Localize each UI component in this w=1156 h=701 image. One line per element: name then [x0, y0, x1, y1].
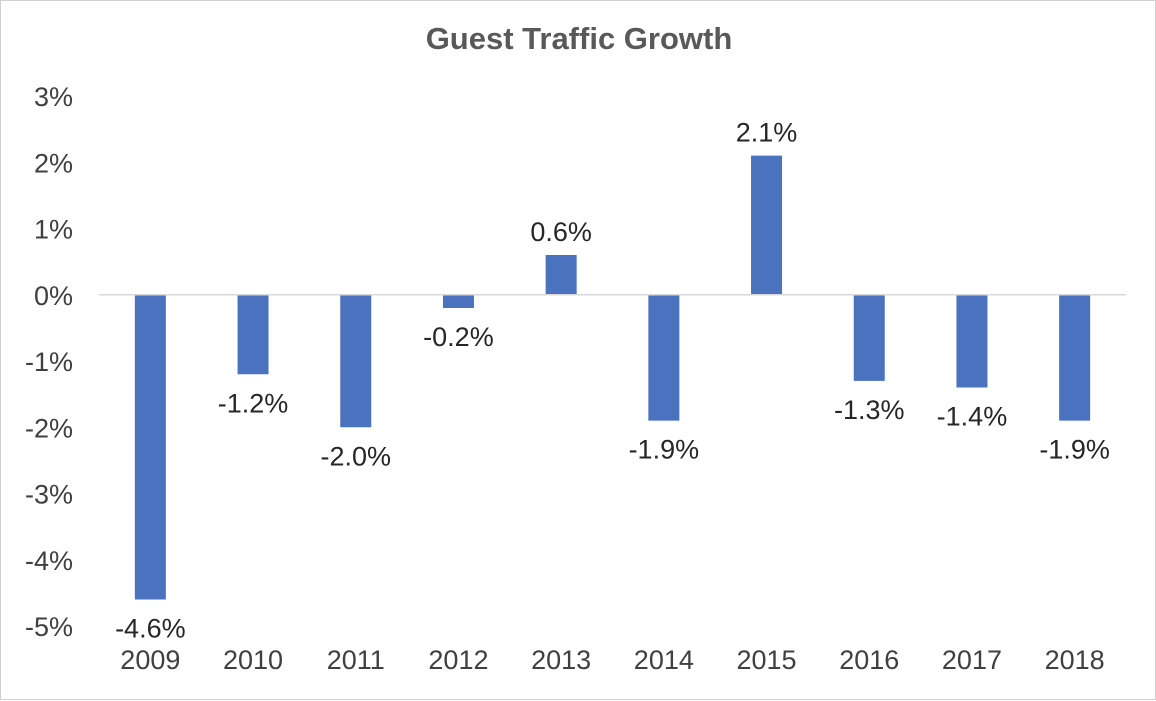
data-label-2013: 0.6% — [530, 217, 592, 247]
data-label-2009: -4.6% — [115, 614, 186, 644]
x-tick-label: 2010 — [223, 645, 283, 675]
y-tick-label: 0% — [34, 281, 73, 311]
bar-2009 — [134, 294, 166, 600]
data-label-2012: -0.2% — [423, 322, 494, 352]
data-label-2018: -1.9% — [1039, 435, 1110, 465]
x-tick-label: 2018 — [1045, 645, 1105, 675]
y-tick-label: 1% — [34, 215, 73, 245]
bar-2017 — [956, 294, 988, 388]
bars — [134, 155, 1091, 600]
bar-2011 — [340, 294, 372, 428]
x-tick-label: 2015 — [737, 645, 797, 675]
x-tick-label: 2014 — [634, 645, 694, 675]
data-label-2014: -1.9% — [629, 435, 700, 465]
bar-2013 — [545, 255, 577, 295]
bar-2012 — [442, 294, 474, 308]
y-tick-label: -5% — [25, 612, 73, 642]
bar-2014 — [648, 294, 680, 421]
data-label-2010: -1.2% — [218, 388, 289, 418]
y-tick-label: -3% — [25, 480, 73, 510]
chart-title: Guest Traffic Growth — [425, 21, 733, 56]
bar-2010 — [237, 294, 269, 375]
x-tick-label: 2016 — [839, 645, 899, 675]
bar-2015 — [751, 155, 783, 295]
x-tick-label: 2013 — [531, 645, 591, 675]
x-tick-label: 2009 — [120, 645, 180, 675]
y-tick-label: 3% — [34, 82, 73, 112]
data-label-2017: -1.4% — [937, 402, 1008, 432]
x-tick-label: 2017 — [942, 645, 1002, 675]
data-labels: -4.6% -1.2% -2.0% -0.2% 0.6% -1.9% 2.1% -1.3% -1… — [115, 118, 1110, 644]
y-axis-ticks: 3% 2% 1% 0% -1% -2% -3% -4% -5% — [25, 82, 73, 642]
x-tick-label: 2012 — [428, 645, 488, 675]
data-label-2015: 2.1% — [736, 118, 798, 148]
x-tick-label: 2011 — [327, 645, 385, 675]
y-tick-label: 2% — [34, 148, 73, 178]
data-label-2016: -1.3% — [834, 395, 905, 425]
y-tick-label: -2% — [25, 413, 73, 443]
x-axis-ticks: 2009 2010 2011 2012 2013 2014 2015 2016 2017 2018 — [120, 645, 1104, 675]
bar-2016 — [853, 294, 885, 381]
y-tick-label: -1% — [25, 347, 73, 377]
bar-2018 — [1059, 294, 1091, 421]
data-label-2011: -2.0% — [320, 441, 391, 471]
y-tick-label: -4% — [25, 546, 73, 576]
